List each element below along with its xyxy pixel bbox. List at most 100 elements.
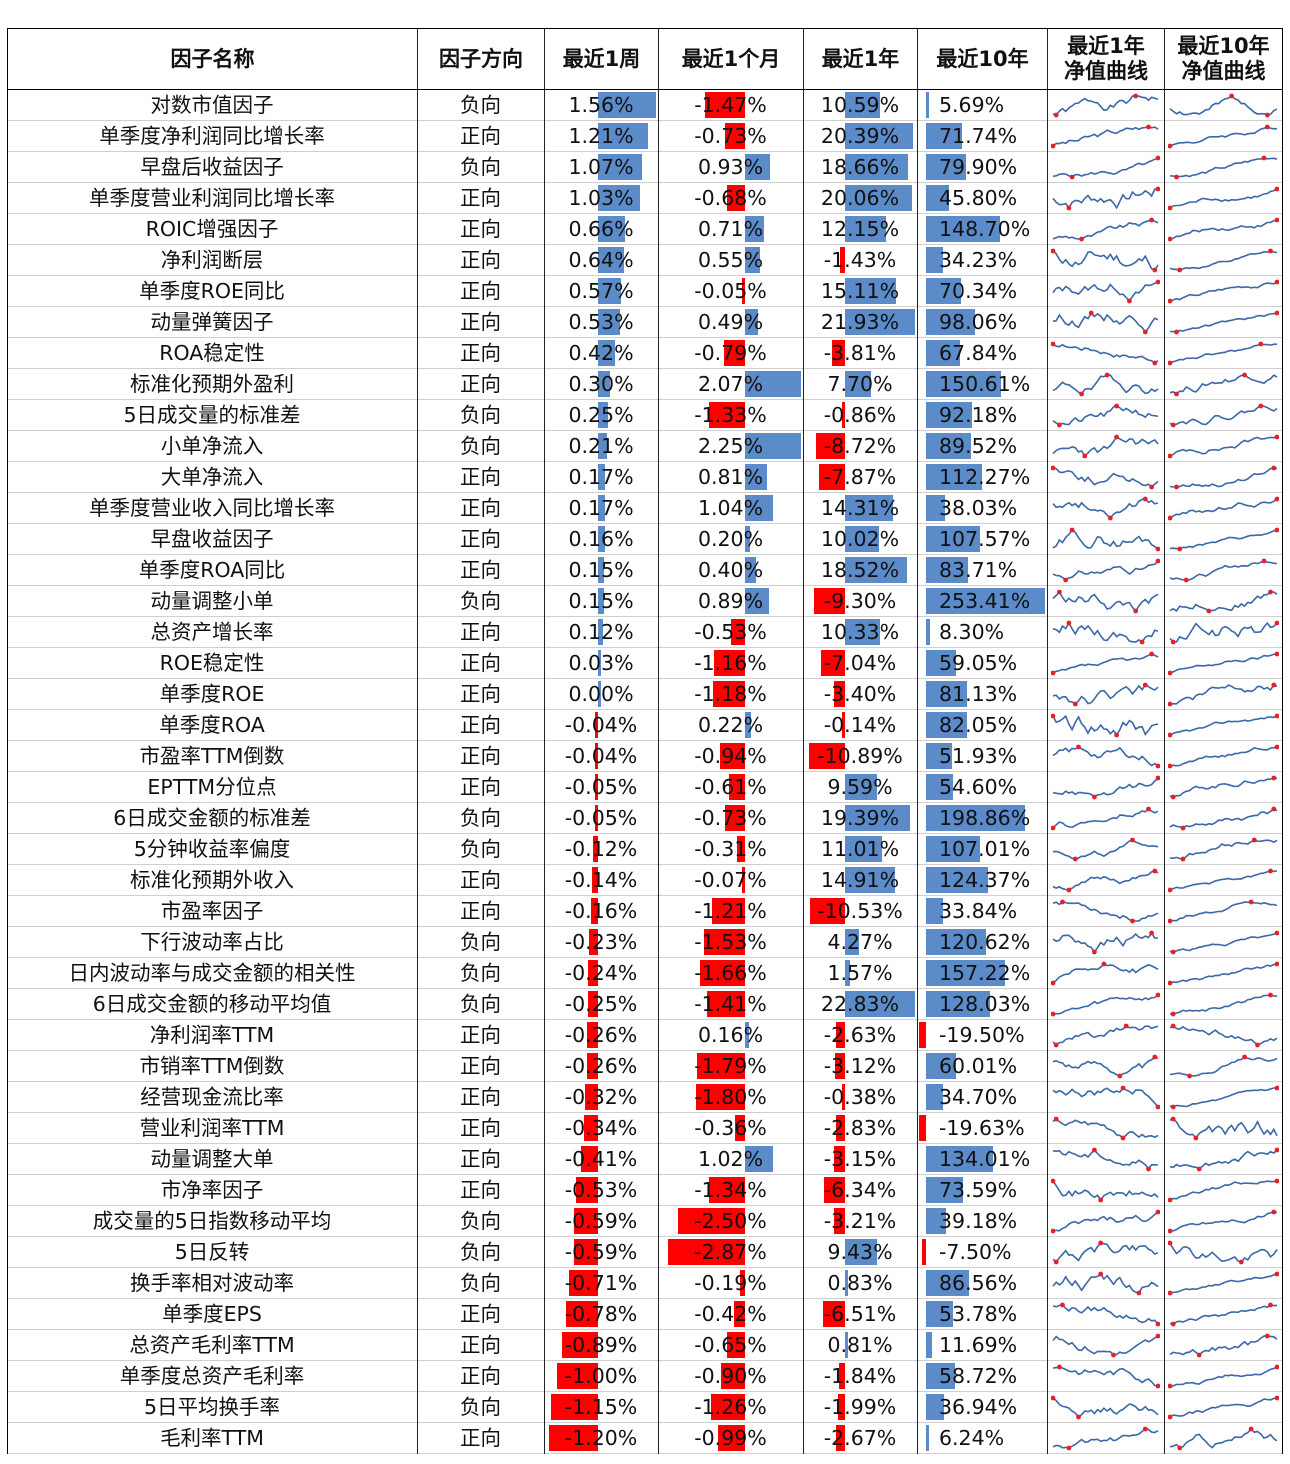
value-m1: 0.93% [697, 155, 764, 179]
factor-direction: 负向 [460, 434, 501, 458]
header-decade: 最近10年 [917, 29, 1047, 89]
table-row: 大单净流入 正向 0.17% 0.81% -7.87% 112.27% [7, 462, 1283, 493]
value-y10: 253.41% [939, 589, 1031, 613]
data-bar-m1 [726, 185, 745, 211]
data-bar-y1 [845, 371, 871, 397]
value-m1: -0.19% [694, 1271, 767, 1295]
factor-name: 单季度ROA同比 [138, 558, 286, 582]
table-row: 6日成交金额的移动平均值 负向 -0.25% -1.41% 22.83% 128.03% [7, 989, 1283, 1020]
value-y10: 60.01% [939, 1054, 1018, 1078]
value-m1: -0.05% [694, 279, 767, 303]
value-y1: -1.99% [823, 1395, 897, 1419]
value-w1: 0.21% [568, 434, 634, 458]
data-bar-w1 [588, 929, 598, 955]
factor-name: 市盈率TTM倒数 [139, 744, 285, 768]
net-value-curve-1y [1051, 400, 1160, 430]
value-y10: 86.56% [939, 1271, 1018, 1295]
header-factor-name: 因子名称 [7, 29, 417, 89]
data-bar-y10 [926, 650, 956, 676]
value-y1: 21.93% [820, 310, 900, 334]
net-value-curve-1y [1051, 214, 1160, 244]
data-bar-y10 [926, 247, 944, 273]
net-value-curve-10y [1168, 555, 1279, 585]
factor-direction: 负向 [460, 1209, 501, 1233]
data-bar-y10 [926, 898, 943, 924]
factor-name: 动量弹簧因子 [150, 310, 274, 334]
net-value-curve-10y [1168, 896, 1279, 926]
net-value-curve-10y [1168, 183, 1279, 213]
net-value-curve-10y [1168, 152, 1279, 182]
factor-name: 总资产增长率 [150, 620, 274, 644]
factor-direction: 正向 [460, 248, 501, 272]
data-bar-y10 [926, 216, 1001, 242]
data-bar-y1 [845, 991, 915, 1017]
value-y10: 134.01% [939, 1147, 1031, 1171]
value-w1: 0.00% [568, 682, 634, 706]
net-value-curve-10y [1168, 1361, 1279, 1391]
data-bar-m1 [725, 123, 745, 149]
table-header: 因子名称 因子方向 最近1周 最近1个月 最近1年 最近10年 最近1年 净值曲… [7, 28, 1283, 90]
factor-name: EPTTM分位点 [147, 775, 277, 799]
value-y10: 124.37% [939, 868, 1031, 892]
net-value-curve-10y [1168, 1330, 1279, 1360]
factor-name: 单季度EPS [162, 1302, 262, 1326]
value-y10: 33.84% [939, 899, 1018, 923]
factor-direction: 负向 [460, 806, 501, 830]
net-value-curve-1y [1051, 989, 1160, 1019]
factor-direction: 负向 [460, 1240, 501, 1264]
net-value-curve-10y [1168, 741, 1279, 771]
value-y1: 10.59% [820, 93, 900, 117]
value-y1: 18.52% [820, 558, 900, 582]
data-bar-y10 [926, 433, 971, 459]
net-value-curve-1y [1051, 1051, 1160, 1081]
data-bar-m1 [745, 309, 759, 335]
data-bar-y1 [808, 743, 845, 769]
factor-direction: 正向 [460, 1426, 501, 1450]
value-m1: -0.53% [694, 620, 767, 644]
value-m1: 2.07% [697, 372, 764, 396]
net-value-curve-1y [1051, 1113, 1160, 1143]
net-value-curve-10y [1168, 1082, 1279, 1112]
data-bar-m1 [713, 650, 745, 676]
data-bar-y1 [845, 619, 880, 645]
factor-direction: 负向 [460, 589, 501, 613]
value-y10: 83.71% [939, 558, 1018, 582]
data-bar-y10 [926, 495, 945, 521]
factor-name: 动量调整大单 [150, 1147, 274, 1171]
value-y10: 5.69% [939, 93, 1005, 117]
value-y1: 22.83% [820, 992, 900, 1016]
value-y10: 39.18% [939, 1209, 1018, 1233]
data-bar-m1 [745, 1022, 750, 1048]
value-y10: 8.30% [939, 620, 1005, 644]
factor-name: 6日成交金额的标准差 [113, 806, 311, 830]
data-bar-y1 [836, 1022, 845, 1048]
data-bar-y10 [926, 557, 968, 583]
header-curve-1y-line1: 最近1年 [1067, 34, 1145, 58]
table-row: 总资产增长率 正向 0.12% -0.53% 10.33% 8.30% [7, 617, 1283, 648]
table-row: 成交量的5日指数移动平均 负向 -0.59% -2.50% -3.21% 39.18% [7, 1206, 1283, 1237]
value-y10: 148.70% [939, 217, 1031, 241]
net-value-curve-10y [1168, 1020, 1279, 1050]
net-value-curve-1y [1051, 927, 1160, 957]
data-bar-y1 [813, 588, 845, 614]
factor-direction: 正向 [460, 527, 501, 551]
value-w1: 0.17% [568, 465, 634, 489]
data-bar-y1 [818, 464, 845, 490]
data-bar-y10 [926, 154, 966, 180]
value-y1: 9.59% [827, 775, 893, 799]
factor-direction: 正向 [460, 1147, 501, 1171]
net-value-curve-1y [1051, 90, 1160, 120]
value-y1: 7.70% [827, 372, 893, 396]
data-bar-y10 [926, 1425, 930, 1451]
net-value-curve-1y [1051, 1175, 1160, 1205]
value-m1: -0.07% [694, 868, 767, 892]
data-bar-m1 [745, 216, 765, 242]
value-m1: -1.34% [694, 1178, 767, 1202]
data-bar-m1 [723, 340, 745, 366]
data-bar-y1 [833, 681, 845, 707]
value-y1: 14.31% [820, 496, 900, 520]
data-bar-m1 [730, 619, 745, 645]
table-row: 单季度营业收入同比增长率 正向 0.17% 1.04% 14.31% 38.03% [7, 493, 1283, 524]
factor-direction: 正向 [460, 651, 501, 675]
factor-name: 5日成交量的标准差 [123, 403, 301, 427]
